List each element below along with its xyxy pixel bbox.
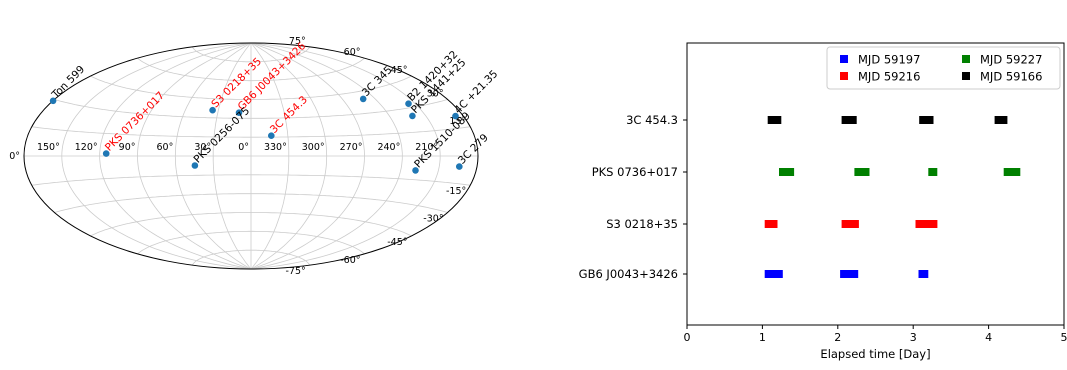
- source-label: 3C 454.3: [268, 94, 310, 136]
- x-tick-label: 2: [834, 331, 841, 344]
- x-tick-label: 3: [910, 331, 917, 344]
- source-point: [268, 132, 275, 139]
- longitude-tick-label: 60°: [156, 142, 173, 153]
- x-axis-label: Elapsed time [Day]: [820, 347, 930, 361]
- observation-segment: [764, 270, 783, 278]
- source-point: [456, 163, 463, 170]
- source-point: [49, 97, 57, 105]
- source-label: PKS 0256-075: [192, 105, 253, 166]
- observation-segment: [928, 168, 938, 176]
- legend-box: [826, 46, 1061, 90]
- legend-swatch: [840, 55, 848, 63]
- x-tick-label: 5: [1061, 331, 1067, 344]
- source-point: [412, 167, 419, 174]
- x-tick-label: 1: [759, 331, 766, 344]
- longitude-tick-label: 0°: [238, 142, 249, 153]
- longitude-tick-label: 120°: [75, 142, 98, 153]
- longitude-tick-label: 240°: [377, 142, 400, 153]
- latitude-tick-label: -45°: [387, 237, 407, 248]
- longitude-gridline: [61, 42, 252, 270]
- longitude-gridline: [212, 42, 252, 270]
- sky-boundary: [23, 42, 479, 270]
- observation-segment: [841, 220, 859, 228]
- x-tick-label: 4: [985, 331, 992, 344]
- y-tick-label: 3C 454.3: [626, 113, 678, 127]
- source-point: [235, 109, 243, 116]
- longitude-gridline: [250, 42, 441, 270]
- legend-swatch: [840, 72, 848, 80]
- observation-segment: [919, 116, 934, 124]
- y-tick-label: GB6 J0043+3426: [579, 267, 678, 281]
- longitude-tick-label: 270°: [340, 142, 363, 153]
- longitude-tick-label: 300°: [302, 142, 325, 153]
- legend-entry-label: MJD 59227: [980, 53, 1042, 67]
- latitude-tick-label: 45°: [391, 65, 408, 76]
- source-point: [452, 112, 459, 120]
- longitude-gridline: [250, 42, 290, 270]
- latitude-tick-label: -60°: [340, 255, 360, 266]
- longitude-gridline: [250, 42, 328, 270]
- longitude-gridline: [174, 42, 252, 270]
- latitude-tick-label: 30°: [427, 89, 444, 100]
- longitude-gridline: [99, 42, 252, 270]
- longitude-tick-label: 90°: [119, 142, 136, 153]
- observation-timeline-chart: 0 1 2 3 4 5 Elapsed time [Day] 3C 454.3 PKS 0736…: [579, 42, 1067, 361]
- source-point: [405, 100, 412, 107]
- longitude-gridline: [250, 42, 365, 270]
- observation-segment: [918, 270, 929, 278]
- source-label: 3C 345: [360, 64, 395, 99]
- y-tick-label: S3 0218+35: [606, 217, 678, 231]
- longitude-gridline: [137, 42, 252, 270]
- legend: MJD 59197 MJD 59216 MJD 59227 MJD 59166: [826, 46, 1061, 90]
- source-point: [209, 106, 216, 114]
- observation-segment: [915, 220, 938, 228]
- latitude-tick-label: -75°: [285, 266, 305, 277]
- observation-segment: [840, 270, 859, 278]
- observation-segment: [764, 220, 778, 228]
- legend-entry-label: MJD 59216: [858, 70, 920, 84]
- source-label: Ton 599: [49, 63, 87, 101]
- observation-bars: [764, 116, 1021, 278]
- legend-entry-label: MJD 59197: [858, 53, 920, 67]
- latitude-tick-label: 75°: [289, 36, 306, 47]
- longitude-tick-label: 210°: [415, 142, 438, 153]
- longitude-tick-label: 30°: [194, 142, 211, 153]
- source-label: 4C +21.35: [452, 68, 500, 116]
- observation-segment: [767, 116, 782, 124]
- legend-swatch: [962, 72, 970, 80]
- observation-segment: [779, 168, 795, 176]
- observation-segment: [1003, 168, 1021, 176]
- longitude-tick-label: 150°: [37, 142, 60, 153]
- timeline-frame: [686, 42, 1065, 326]
- longitude-gridline: [250, 42, 403, 270]
- latitude-tick-label: -30°: [423, 214, 443, 225]
- y-tick-label: PKS 0736+017: [592, 165, 678, 179]
- legend-entry-label: MJD 59166: [980, 70, 1042, 84]
- legend-swatch: [962, 55, 970, 63]
- latitude-tick-label: -15°: [446, 186, 466, 197]
- latitude-tick-label: 60°: [344, 47, 361, 58]
- observation-segment: [854, 168, 870, 176]
- observation-segment: [994, 116, 1008, 124]
- sky-grid: [24, 42, 478, 270]
- observation-segment: [841, 116, 857, 124]
- latitude-tick-label: 15°: [449, 116, 466, 127]
- x-tick-label: 0: [684, 331, 691, 344]
- source-point: [102, 150, 110, 157]
- sky-map-chart: 150° 120° 90° 60° 30° 0° 330° 300° 270° 240° 210° 7…: [9, 36, 500, 277]
- longitude-tick-label: 330°: [264, 142, 287, 153]
- source-point: [359, 95, 367, 103]
- latitude-tick-label: 0°: [9, 151, 20, 162]
- source-point: [409, 112, 416, 120]
- source-point: [191, 162, 199, 169]
- source-label: 3C 279: [456, 132, 491, 167]
